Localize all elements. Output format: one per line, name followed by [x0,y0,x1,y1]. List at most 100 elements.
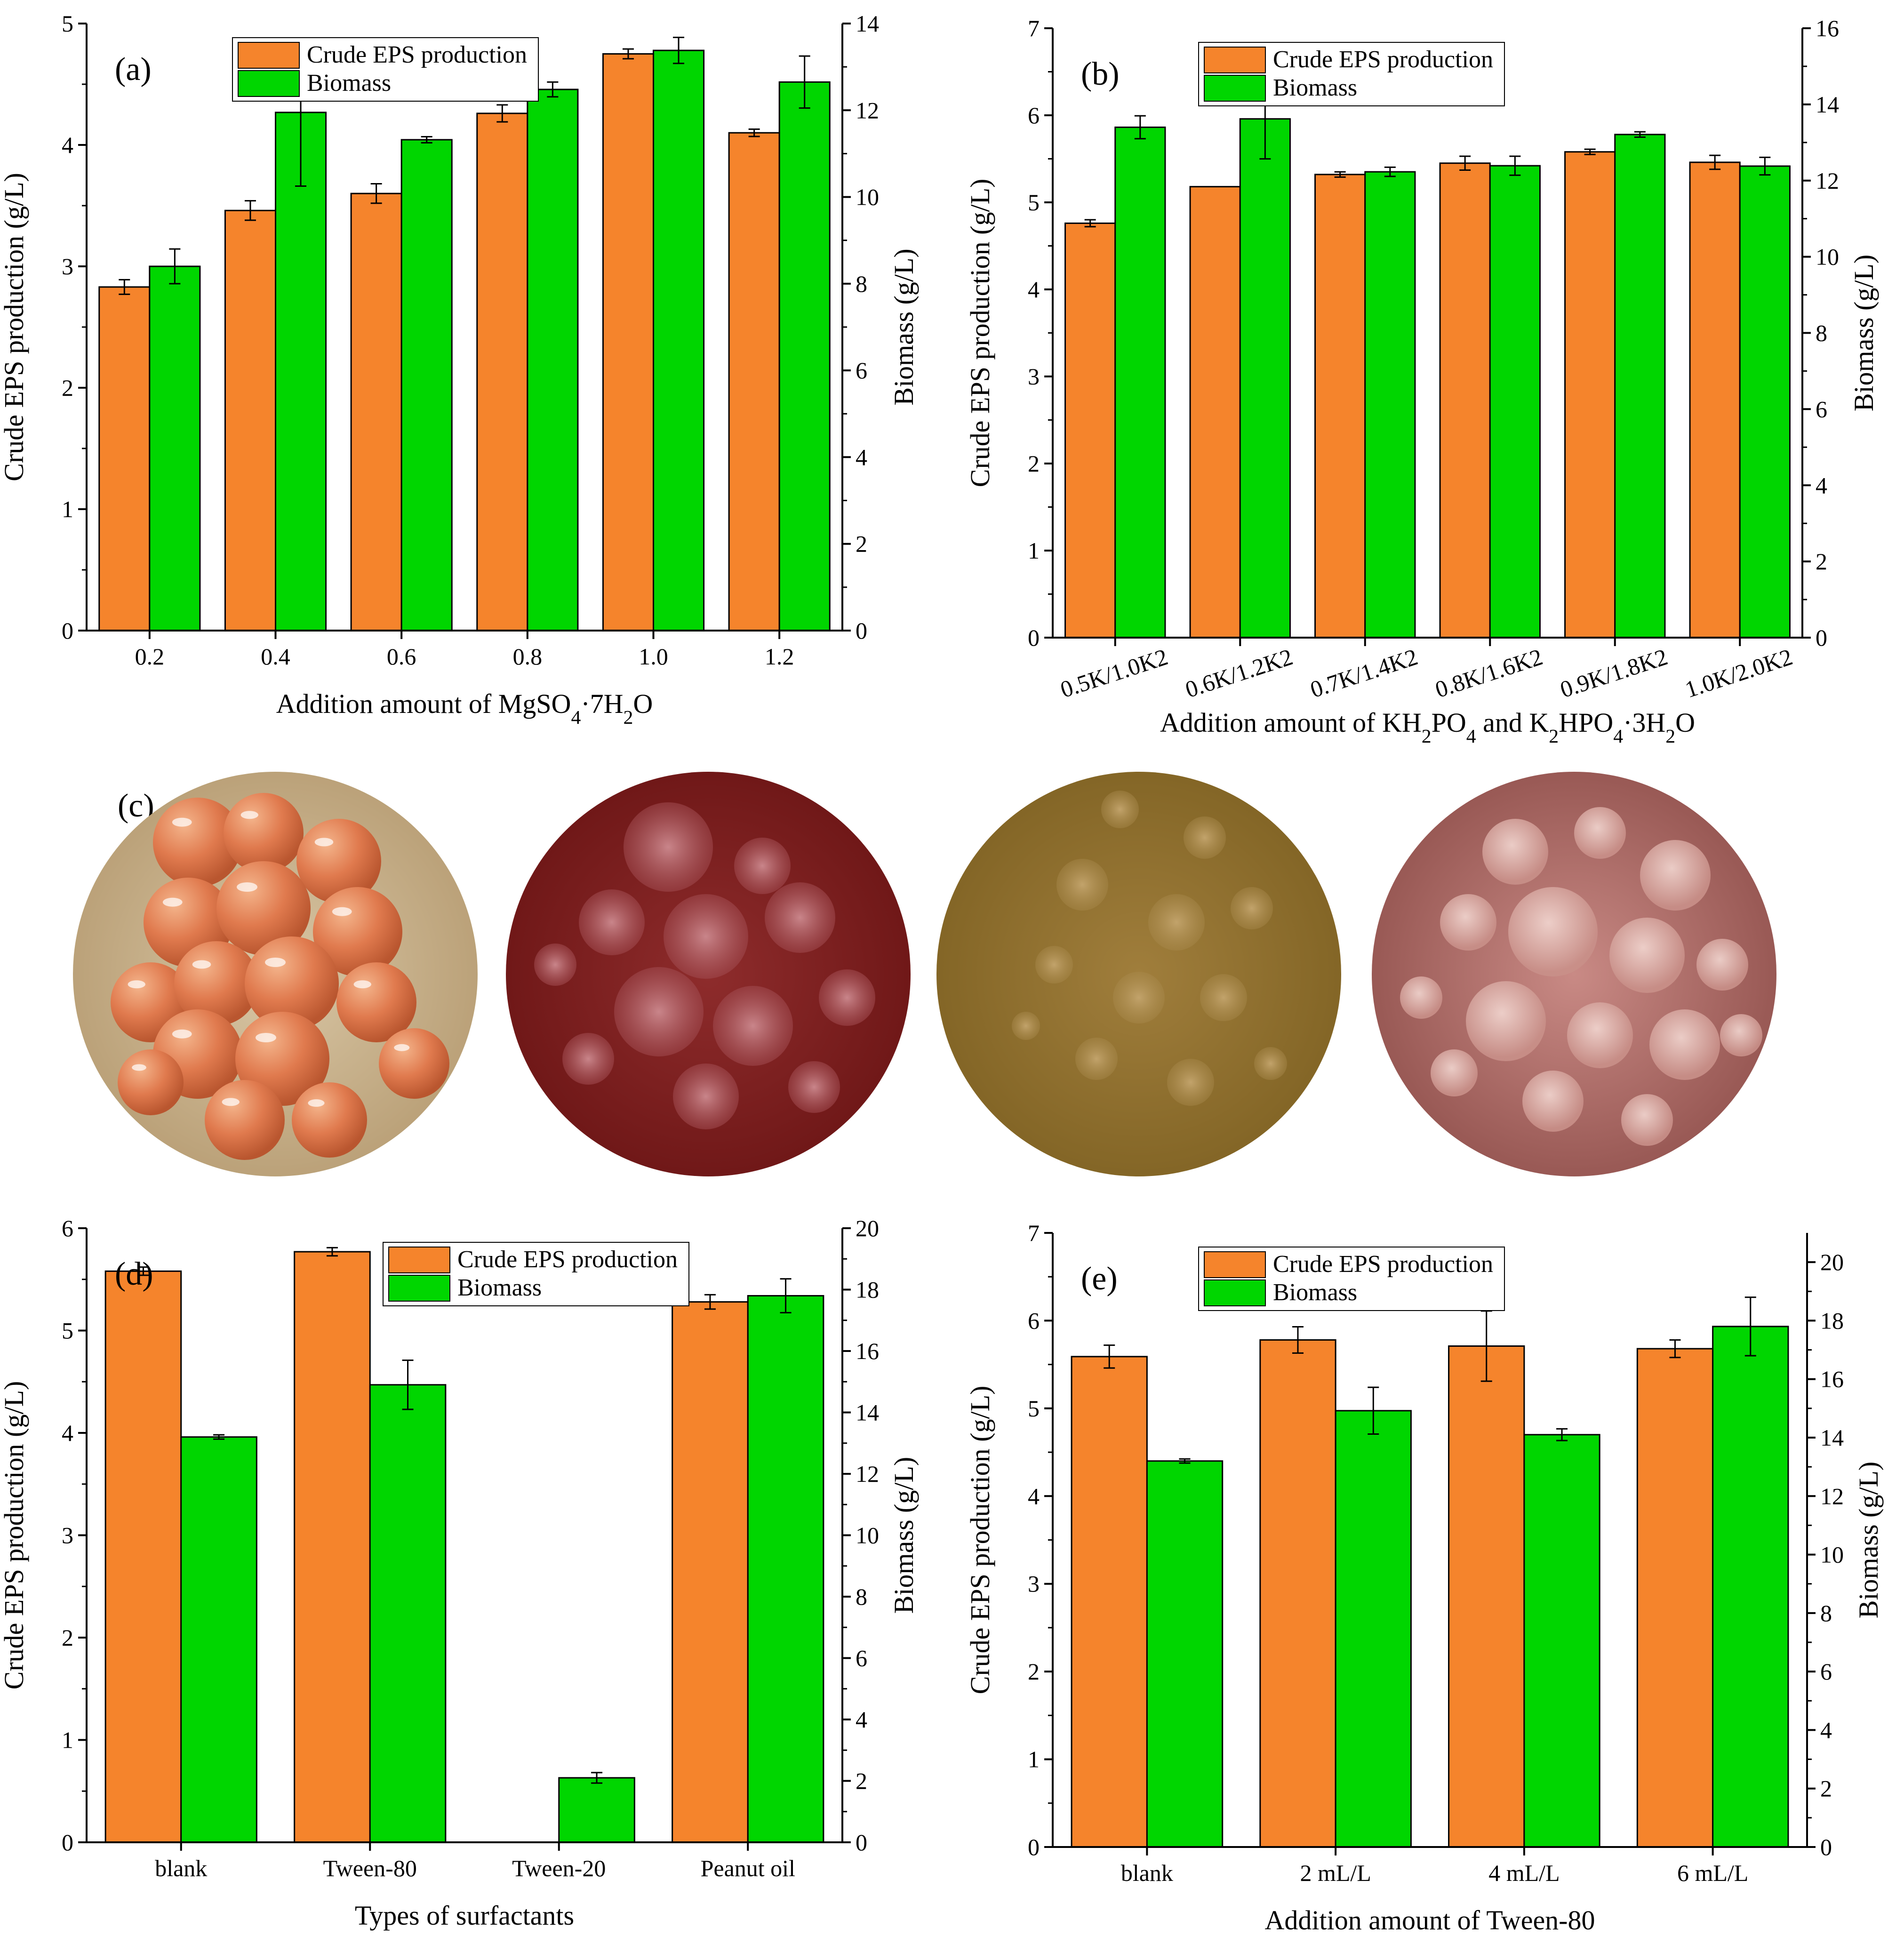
xtick-label-d-2: Tween-20 [512,1855,606,1881]
xtick-label-e-2: 4 mL/L [1488,1860,1560,1886]
errorbar-a-biomass-2 [421,136,432,144]
ytick-label-b-3: 3 [1028,363,1040,390]
colony-olive-11 [1012,1012,1040,1040]
y2label-b: Biomass (g/L) [1848,255,1879,411]
colony-red-11 [819,969,875,1026]
legend-swatch-eps-a [238,42,300,69]
xtick-label-b-5: 1.0K/2.0K2 [1682,643,1796,703]
y2tick-label-d-8: 16 [856,1338,879,1364]
bar-a-biomass-4 [653,49,705,632]
ytick-label-a-5: 5 [62,10,73,37]
pellet-glint-6 [128,980,145,989]
xtick-label-d-1: Tween-80 [323,1855,417,1881]
panel-label-d: (d) [115,1256,153,1292]
y2tick-label-e-9: 18 [1820,1307,1844,1334]
errorbar-b-eps-2 [1334,171,1346,178]
pellet-14 [292,1082,367,1158]
ytick-label-d-6: 6 [62,1215,73,1241]
y2tick-label-e-0: 0 [1820,1834,1832,1860]
panel-label-e: (e) [1081,1261,1118,1297]
errorbar-a-biomass-5 [799,55,810,109]
legend-swatch-biomass-d [388,1275,450,1302]
colony-olive-2 [1056,859,1108,911]
errorbar-a-eps-5 [748,128,760,137]
legend-swatch-eps-d [388,1247,450,1273]
colony-red-5 [614,967,704,1056]
colony-pink-4 [1508,887,1598,976]
xtick-label-b-3: 0.8K/1.6K2 [1432,643,1546,703]
ytick-label-a-3: 3 [62,253,73,280]
legend-swatch-biomass-b [1204,75,1266,102]
ytick-label-e-7: 7 [1028,1220,1040,1246]
bar-e-eps-3 [1636,1348,1714,1848]
errorbar-d-biomass-3 [780,1278,792,1313]
errorbar-e-eps-0 [1104,1344,1115,1369]
xtick-label-b-0: 0.5K/1.0K2 [1057,643,1171,703]
colony-pink-0 [1482,819,1548,885]
pellet-glint-2 [314,838,334,847]
y2tick-label-a-1: 2 [856,531,867,557]
panel-label-a: (a) [115,51,152,88]
y2label-e: Biomass (g/L) [1853,1462,1884,1618]
bar-e-biomass-1 [1335,1410,1412,1848]
errorbar-b-biomass-0 [1134,115,1146,140]
bar-b-biomass-4 [1614,134,1666,639]
legend-label-eps-d: Crude EPS production [457,1246,678,1273]
bar-d-eps-3 [672,1301,749,1843]
xtick-label-a-3: 0.8 [513,643,543,670]
pellet-12 [118,1049,184,1115]
ytick-label-b-0: 0 [1028,624,1040,651]
y2tick-label-e-2: 4 [1820,1717,1832,1743]
y2tick-label-d-1: 2 [856,1768,867,1794]
xtick-label-a-2: 0.6 [387,643,416,670]
bar-e-eps-0 [1071,1356,1148,1848]
errorbar-a-eps-3 [496,104,508,123]
ytick-label-a-0: 0 [62,617,73,644]
ytick-label-b-2: 2 [1028,450,1040,477]
colony-olive-6 [1113,972,1165,1023]
y2tick-label-a-6: 12 [856,97,879,123]
ylabel-a: Crude EPS production (g/L) [0,173,29,481]
errorbar-e-biomass-0 [1179,1458,1191,1464]
bar-e-biomass-2 [1523,1434,1600,1848]
bar-d-eps-0 [104,1270,182,1843]
pellet-15 [379,1028,449,1099]
colony-pink-5 [1609,918,1685,993]
legend-label-eps-e: Crude EPS production [1273,1251,1493,1278]
bar-a-biomass-5 [778,81,831,632]
bar-b-eps-0 [1064,222,1116,639]
y2tick-label-a-7: 14 [856,10,879,37]
errorbar-b-eps-0 [1084,219,1096,228]
pellet-glint-8 [265,958,286,967]
pellet-glint-5 [332,907,352,916]
xtick-label-a-0: 0.2 [135,643,165,670]
ylabel-b: Crude EPS production (g/L) [965,179,995,488]
errorbar-b-biomass-2 [1384,166,1396,177]
colony-red-10 [534,944,576,986]
pellet-glint-7 [192,960,211,969]
bar-e-eps-2 [1448,1345,1525,1848]
colony-pink-1 [1574,807,1626,859]
ytick-label-d-1: 1 [62,1727,73,1753]
pellet-glint-3 [162,897,183,907]
colony-olive-3 [1148,894,1205,951]
photo-panel: (c) [73,772,1776,1176]
colony-pink-11 [1522,1071,1584,1132]
bar-d-biomass-1 [369,1384,447,1843]
pellet-glint-4 [237,882,257,892]
bar-b-biomass-0 [1114,126,1166,639]
bar-a-eps-4 [602,53,655,632]
ytick-label-e-5: 5 [1028,1395,1040,1422]
ytick-label-d-5: 5 [62,1318,73,1344]
y2tick-label-d-2: 4 [856,1706,867,1733]
pellet-glint-10 [172,1029,192,1039]
legend-swatch-biomass-a [238,70,300,97]
legend-label-biomass-d: Biomass [457,1274,542,1301]
colony-pink-13 [1400,976,1442,1019]
errorbar-e-biomass-2 [1556,1428,1568,1441]
errorbar-b-eps-5 [1709,154,1721,170]
xlabel-d: Types of surfactants [355,1900,574,1931]
colony-pink-8 [1567,1002,1633,1068]
